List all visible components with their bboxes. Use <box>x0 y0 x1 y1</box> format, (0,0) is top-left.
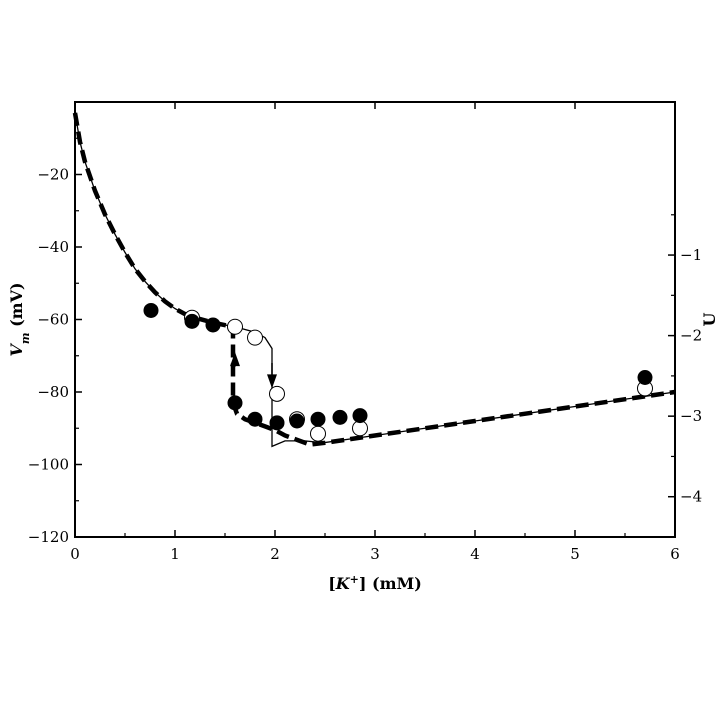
x-tick-label: 4 <box>470 545 480 563</box>
y2-tick-label: −1 <box>680 246 702 264</box>
filled-point <box>310 411 326 427</box>
filled-point <box>637 370 653 385</box>
y2-tick-label: −3 <box>680 407 702 425</box>
x-tick-label: 6 <box>670 545 680 563</box>
y-tick-label: −100 <box>28 456 69 474</box>
axis-labels: [K+] (mM) Vm (mV) U <box>7 282 719 593</box>
plot-frame <box>74 101 676 538</box>
right-axis-label: U <box>700 312 719 326</box>
open-point <box>247 329 263 346</box>
open-point <box>269 385 285 402</box>
open-point <box>310 425 326 442</box>
filled-point <box>289 413 305 429</box>
y-tick-label: −20 <box>37 166 69 184</box>
x-tick-label: 2 <box>270 545 280 563</box>
filled-point <box>227 395 243 411</box>
filled-point <box>184 313 200 329</box>
open-point <box>227 318 243 335</box>
model-curve-dashed <box>72 112 676 447</box>
x-tick-label: 1 <box>170 545 180 563</box>
filled-point <box>269 415 285 431</box>
y-tick-label: −60 <box>37 311 69 329</box>
x-tick-label: 0 <box>70 545 80 563</box>
y-axis-label: Vm (mV) <box>7 282 32 356</box>
filled-point <box>143 302 159 318</box>
y-tick-label: −120 <box>28 528 69 546</box>
x-axis-label: [K+] (mM) <box>328 573 422 594</box>
filled-point <box>247 411 263 427</box>
filled-point <box>352 408 368 424</box>
plot-area <box>72 112 676 448</box>
y-tick-label: −40 <box>37 238 69 256</box>
y-tick-label: −80 <box>37 383 69 401</box>
arrow-head-up <box>230 352 240 367</box>
arrow-head-down <box>267 374 277 389</box>
axes: 0 1 2 3 4 5 6 −120 −100 −80 −60 −40 −20 −4 −3 −2 −1 <box>28 101 702 563</box>
model-curve-solid <box>74 112 676 448</box>
y2-tick-label: −2 <box>680 327 702 345</box>
filled-point <box>205 317 221 333</box>
x-tick-label: 5 <box>570 545 580 563</box>
y2-tick-label: −4 <box>680 488 702 506</box>
x-tick-label: 3 <box>370 545 380 563</box>
filled-point <box>332 409 348 425</box>
